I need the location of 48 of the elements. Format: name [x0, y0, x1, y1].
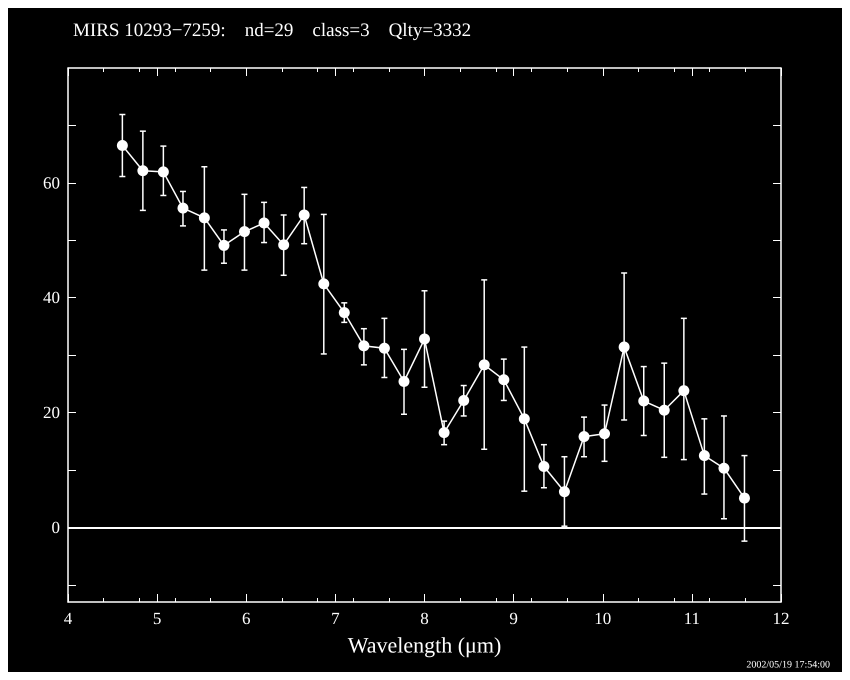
point — [718, 462, 730, 474]
point — [498, 374, 510, 386]
point — [698, 450, 710, 462]
point — [358, 340, 370, 352]
point — [177, 202, 188, 214]
x-tick-label: 12 — [772, 609, 790, 628]
y-tick-label: 20 — [43, 403, 60, 422]
point — [338, 307, 350, 318]
point — [518, 413, 530, 424]
x-tick-label: 4 — [64, 609, 73, 628]
point — [458, 394, 470, 406]
point — [658, 404, 670, 416]
point — [218, 240, 230, 251]
point — [618, 342, 630, 353]
point — [116, 140, 128, 152]
x-tick-label: 6 — [242, 609, 250, 628]
point — [599, 428, 610, 440]
point — [137, 165, 148, 176]
text: 2002/05/19 17:54:00 — [746, 660, 830, 670]
x-axis-title: Wavelength (μm) — [348, 632, 502, 658]
point — [638, 396, 650, 407]
point — [278, 239, 290, 250]
x-tick-label: 11 — [684, 609, 700, 628]
y-tick-label: 60 — [43, 173, 60, 192]
x-tick-label: 9 — [509, 609, 518, 628]
y-tick-label: 0 — [52, 518, 60, 537]
point — [478, 359, 490, 370]
x-tick-label: 10 — [594, 609, 612, 628]
point — [198, 212, 210, 224]
point — [378, 342, 390, 354]
x-tick-label: 8 — [420, 609, 429, 628]
point — [558, 486, 570, 498]
chart-title: MIRS 10293−7259: nd=29 class=3 Qlty=3332 — [73, 20, 472, 41]
point — [298, 209, 310, 220]
point — [258, 218, 270, 229]
point — [738, 492, 750, 504]
point — [538, 460, 550, 472]
point — [578, 431, 590, 442]
point — [678, 385, 690, 396]
point — [419, 334, 430, 345]
point — [398, 376, 410, 388]
point — [158, 166, 169, 178]
point — [318, 278, 330, 290]
point — [238, 226, 250, 238]
x-tick-label: 5 — [152, 609, 162, 628]
x-tick-label: 7 — [331, 609, 340, 628]
y-tick-label: 40 — [43, 288, 60, 308]
point — [438, 427, 450, 438]
